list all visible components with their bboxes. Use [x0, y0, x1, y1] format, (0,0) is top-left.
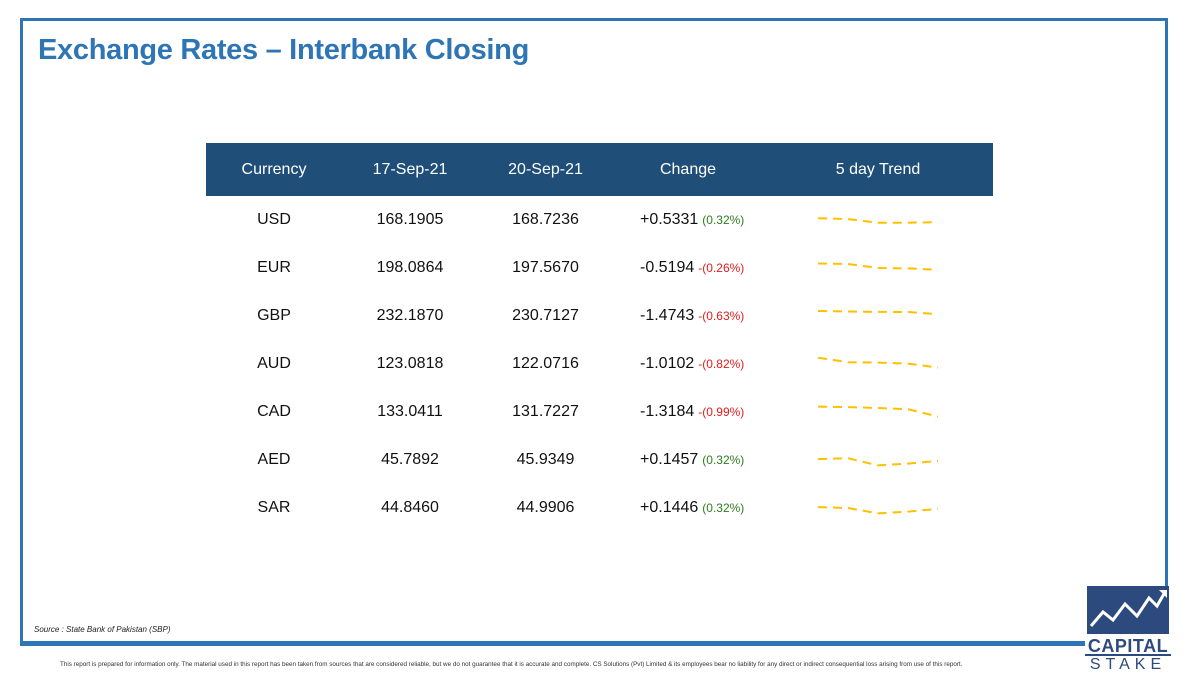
change-cell: +0.1457 (0.32%) [613, 436, 763, 484]
trend-cell [763, 484, 993, 532]
table-row: AED 45.7892 45.9349 +0.1457 (0.32%) [206, 436, 993, 484]
prev-rate-cell: 133.0411 [377, 403, 443, 420]
table-row: CAD 133.0411 131.7227 -1.3184 -(0.99%) [206, 388, 993, 436]
table-header-row: Currency 17-Sep-21 20-Sep-21 Change 5 da… [206, 143, 993, 196]
header-prev-date: 17-Sep-21 [342, 143, 478, 196]
curr-rate-cell: 168.7236 [512, 211, 579, 228]
change-cell: -1.4743 -(0.63%) [613, 292, 763, 340]
change-cell: -0.5194 -(0.26%) [613, 244, 763, 292]
sparkline [817, 310, 939, 316]
trend-line [817, 356, 939, 369]
change-percent: (0.32%) [702, 453, 745, 467]
sparkline [817, 506, 939, 515]
curr-rate-cell: 44.9906 [516, 499, 575, 516]
change-value: +0.5331 [640, 211, 699, 228]
header-trend: 5 day Trend [763, 143, 993, 196]
page-title: Exchange Rates – Interbank Closing [38, 34, 529, 66]
sparkline [817, 457, 939, 467]
change-percent: (0.32%) [702, 501, 745, 515]
currency-cell: USD [257, 211, 291, 228]
change-value: +0.1446 [640, 499, 699, 516]
bottom-rule [20, 643, 1168, 646]
disclaimer-text: This report is prepared for information … [60, 661, 963, 668]
trend-cell [763, 340, 993, 388]
trend-line [817, 217, 939, 224]
table-row: GBP 232.1870 230.7127 -1.4743 -(0.63%) [206, 292, 993, 340]
currency-cell: GBP [257, 307, 291, 324]
currency-cell: AUD [257, 355, 291, 372]
trend-line [817, 310, 939, 316]
change-percent: (0.32%) [702, 213, 745, 227]
trend-cell [763, 436, 993, 484]
sparkline [817, 262, 939, 271]
curr-rate-cell: 197.5670 [512, 259, 579, 276]
trend-cell [763, 388, 993, 436]
header-change: Change [613, 143, 763, 196]
sparkline [817, 405, 939, 418]
header-curr-date: 20-Sep-21 [478, 143, 613, 196]
change-value: -1.0102 [640, 355, 695, 372]
table-row: SAR 44.8460 44.9906 +0.1446 (0.32%) [206, 484, 993, 532]
change-cell: +0.5331 (0.32%) [613, 196, 763, 244]
currency-cell: CAD [257, 403, 291, 420]
change-value: -0.5194 [640, 259, 695, 276]
change-value: +0.1457 [640, 451, 699, 468]
trend-cell [763, 292, 993, 340]
exchange-rates-table: Currency 17-Sep-21 20-Sep-21 Change 5 da… [206, 143, 993, 532]
logo-chart-icon [1087, 586, 1169, 634]
trend-line [817, 405, 939, 418]
prev-rate-cell: 44.8460 [381, 499, 439, 516]
sparkline [817, 217, 939, 224]
logo-text-capital: CAPITAL [1087, 636, 1169, 656]
curr-rate-cell: 122.0716 [512, 355, 579, 372]
curr-rate-cell: 230.7127 [512, 307, 579, 324]
sparkline [817, 356, 939, 369]
prev-rate-cell: 123.0818 [376, 355, 444, 372]
change-cell: -1.3184 -(0.99%) [613, 388, 763, 436]
change-percent: -(0.26%) [698, 261, 745, 275]
currency-cell: SAR [257, 499, 291, 516]
logo-text-stake: STAKE [1085, 654, 1171, 673]
trend-line [817, 506, 939, 515]
change-cell: -1.0102 -(0.82%) [613, 340, 763, 388]
prev-rate-cell: 232.1870 [376, 307, 444, 324]
change-value: -1.4743 [640, 307, 695, 324]
curr-rate-cell: 131.7227 [512, 403, 579, 420]
prev-rate-cell: 198.0864 [376, 259, 444, 276]
header-currency: Currency [206, 143, 342, 196]
curr-rate-cell: 45.9349 [516, 451, 575, 468]
trend-cell [763, 196, 993, 244]
change-cell: +0.1446 (0.32%) [613, 484, 763, 532]
source-note: Source : State Bank of Pakistan (SBP) [34, 625, 171, 634]
change-value: -1.3184 [640, 403, 695, 420]
currency-cell: AED [257, 451, 291, 468]
trend-line [817, 457, 939, 467]
table-row: USD 168.1905 168.7236 +0.5331 (0.32%) [206, 196, 993, 244]
change-percent: -(0.99%) [698, 405, 745, 419]
table-row: EUR 198.0864 197.5670 -0.5194 -(0.26%) [206, 244, 993, 292]
prev-rate-cell: 45.7892 [381, 451, 439, 468]
change-percent: -(0.82%) [698, 357, 745, 371]
change-percent: -(0.63%) [698, 309, 745, 323]
trend-line [817, 262, 939, 271]
table-row: AUD 123.0818 122.0716 -1.0102 -(0.82%) [206, 340, 993, 388]
currency-cell: EUR [257, 259, 291, 276]
slide-frame [20, 18, 1168, 644]
prev-rate-cell: 168.1905 [376, 211, 444, 228]
trend-cell [763, 244, 993, 292]
capital-stake-logo: CAPITAL STAKE [1085, 586, 1171, 673]
